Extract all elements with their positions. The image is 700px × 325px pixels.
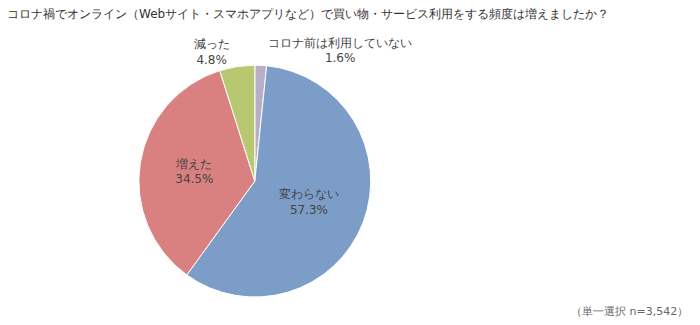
svg-text:減った4.8%: 減った4.8% — [194, 37, 230, 67]
svg-text:コロナ禍でオンライン（Webサイト・スマホアプリなど）で買い: コロナ禍でオンライン（Webサイト・スマホアプリなど）で買い物・サービス利用をす… — [7, 7, 609, 21]
svg-text:変わらない57.3%: 変わらない57.3% — [279, 187, 339, 217]
svg-text:（単一選択 n=3,542）: （単一選択 n=3,542） — [571, 305, 688, 318]
svg-text:コロナ前は利用していない1.6%: コロナ前は利用していない1.6% — [268, 36, 412, 66]
svg-text:増えた34.5%: 増えた34.5% — [175, 157, 213, 187]
